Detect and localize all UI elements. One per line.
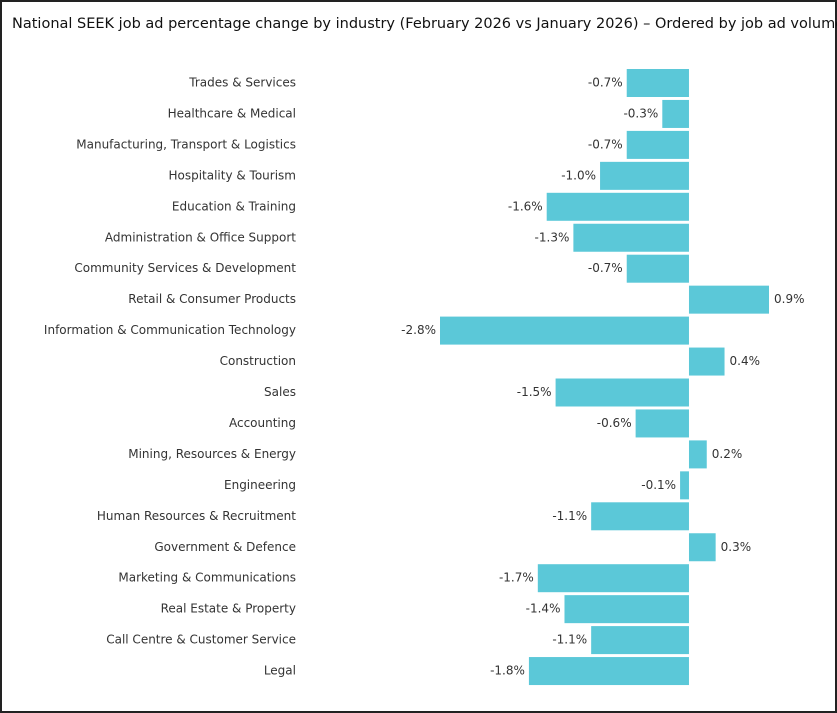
category-label: Education & Training [172, 199, 296, 213]
value-label: -1.8% [490, 664, 525, 678]
bar [688, 440, 707, 469]
category-label: Information & Communication Technology [44, 323, 296, 337]
category-label: Healthcare & Medical [168, 106, 296, 120]
value-label: 0.3% [721, 540, 752, 554]
category-label: Real Estate & Property [161, 602, 296, 616]
value-label: -1.5% [517, 385, 552, 399]
category-label: Mining, Resources & Energy [128, 447, 296, 461]
category-label: Call Centre & Customer Service [106, 633, 296, 647]
chart-title: National SEEK job ad percentage change b… [12, 16, 837, 32]
value-label: -0.7% [588, 261, 623, 275]
value-label: -1.1% [552, 633, 587, 647]
bar [688, 533, 716, 562]
bar [600, 161, 689, 190]
bar [626, 130, 689, 159]
bar [688, 347, 725, 376]
bar [662, 99, 689, 128]
category-label: Government & Defence [154, 540, 296, 554]
category-label: Marketing & Communications [118, 571, 296, 585]
bar [528, 657, 689, 686]
category-label: Legal [264, 664, 296, 678]
value-label: 0.2% [712, 447, 743, 461]
value-label: -1.1% [552, 509, 587, 523]
value-label: -1.7% [499, 571, 534, 585]
bar [626, 69, 689, 97]
bar [440, 316, 689, 345]
category-label: Sales [264, 385, 296, 399]
category-label: Human Resources & Recruitment [97, 509, 296, 523]
value-label: -2.8% [401, 323, 436, 337]
bar [591, 626, 689, 655]
value-label: -0.3% [623, 106, 658, 120]
bar [635, 409, 689, 438]
category-label: Trades & Services [188, 76, 296, 90]
category-label: Administration & Office Support [105, 230, 296, 244]
bar [555, 378, 689, 407]
category-label: Construction [220, 354, 296, 368]
bar [688, 285, 769, 314]
bar [573, 223, 689, 252]
category-label: Manufacturing, Transport & Logistics [76, 137, 296, 151]
category-label: Community Services & Development [74, 261, 296, 275]
value-label: -0.7% [588, 137, 623, 151]
category-label: Accounting [229, 416, 296, 430]
bar [546, 192, 689, 221]
value-label: -0.1% [641, 478, 676, 492]
value-label: 0.4% [730, 354, 761, 368]
category-label: Engineering [224, 478, 296, 492]
bar [591, 502, 689, 531]
value-label: -0.7% [588, 76, 623, 90]
value-label: -1.3% [535, 230, 570, 244]
category-label: Retail & Consumer Products [128, 292, 296, 306]
value-label: 0.9% [774, 292, 805, 306]
value-label: -1.0% [561, 168, 596, 182]
bar [680, 471, 689, 500]
value-label: -1.4% [526, 602, 561, 616]
bar [537, 564, 689, 593]
category-label: Hospitality & Tourism [168, 168, 296, 182]
bar [564, 595, 689, 624]
value-label: -1.6% [508, 199, 543, 213]
bar [626, 254, 689, 283]
value-label: -0.6% [597, 416, 632, 430]
